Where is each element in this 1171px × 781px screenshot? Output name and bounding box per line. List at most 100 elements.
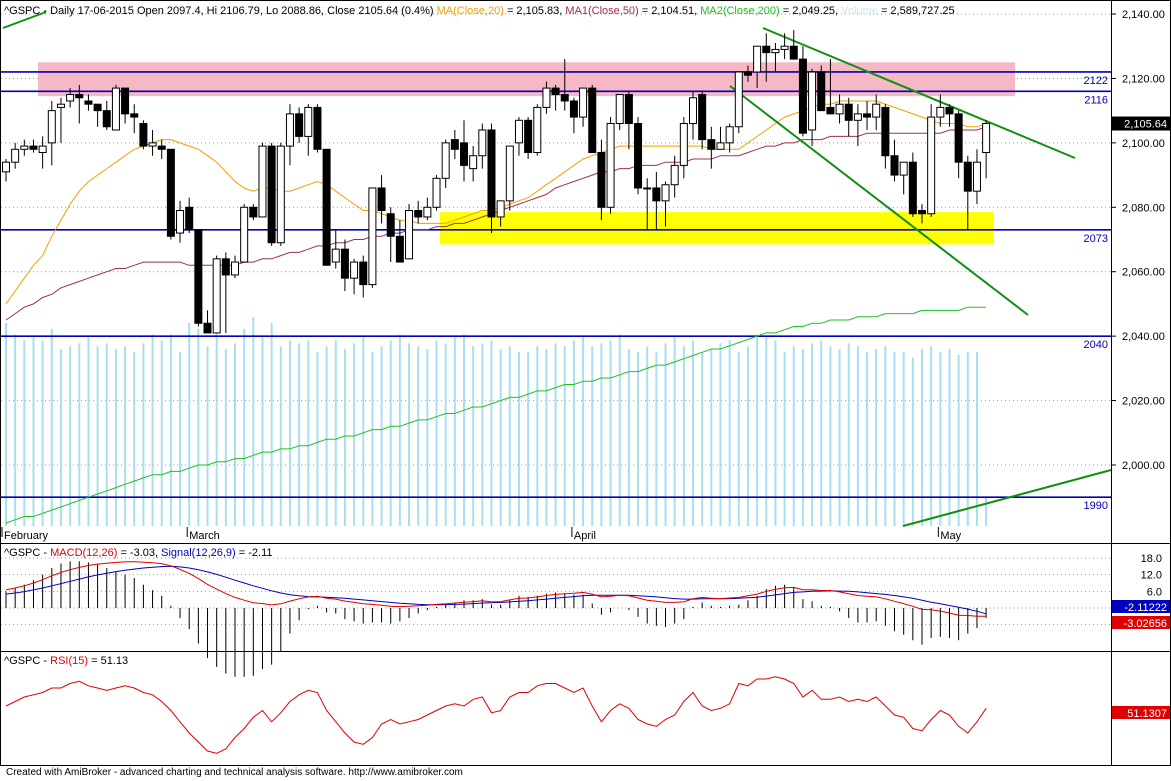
candle: [75, 84, 84, 124]
candle: [130, 104, 139, 134]
candle: [579, 87, 588, 127]
volume-bar: [847, 343, 850, 526]
candle: [643, 178, 652, 230]
candle: [844, 97, 853, 137]
candle: [221, 252, 230, 333]
volume-bar: [96, 346, 99, 526]
candle-body-up: [853, 113, 862, 121]
volume-bar: [710, 349, 713, 526]
volume-bar: [69, 346, 72, 526]
candle: [93, 103, 102, 127]
candle-body-down: [652, 187, 661, 202]
candle-body-down: [817, 71, 826, 112]
volume-bar: [124, 346, 127, 526]
candle-body-down: [908, 161, 917, 215]
candle: [963, 155, 972, 230]
candle-body-down: [340, 248, 349, 279]
volume-bar: [866, 352, 869, 526]
volume-bar: [692, 340, 694, 526]
candle-body-down: [597, 152, 606, 208]
candle: [285, 104, 294, 166]
candle: [936, 94, 945, 127]
volume-bar: [472, 346, 475, 526]
volume-bar: [682, 346, 685, 526]
candle-body-up: [240, 206, 249, 263]
candle: [377, 175, 386, 224]
candle-body-down: [93, 103, 102, 112]
candle-body-up: [872, 103, 881, 118]
candle: [707, 126, 716, 169]
volume-bar: [618, 334, 621, 526]
candle: [148, 129, 157, 156]
candle: [405, 204, 414, 260]
candle-body-up: [47, 110, 56, 144]
candle-body-up: [679, 123, 688, 166]
candle: [872, 94, 881, 130]
candle: [597, 139, 606, 221]
volume-bar: [746, 346, 749, 526]
candle: [450, 129, 459, 159]
volume-bar: [820, 340, 823, 526]
volume-bar: [179, 352, 182, 526]
candle: [395, 220, 404, 263]
candle-body-down: [84, 100, 93, 105]
candle: [295, 107, 304, 143]
candle: [267, 142, 276, 246]
candle-body-down: [102, 110, 111, 128]
volume-bar: [261, 337, 264, 526]
rsi-value-label: 51.1307: [1127, 708, 1167, 720]
candle: [423, 197, 432, 221]
macd-gridlines: [1, 557, 1111, 626]
rsi-line: [5, 676, 987, 754]
candle-body-down: [139, 123, 148, 147]
macd-tick-label: 12.0: [1141, 570, 1162, 582]
candle-body-down: [624, 94, 633, 125]
candle-body-up: [11, 148, 20, 163]
candle-body-down: [194, 229, 203, 324]
month-label: March: [189, 530, 220, 542]
candle: [414, 200, 423, 224]
volume-bar: [243, 328, 246, 526]
volume-bar: [463, 334, 465, 526]
candle-body-up: [982, 123, 991, 154]
candle: [441, 139, 450, 188]
volume-bar: [453, 337, 456, 526]
candle-body-down: [377, 187, 386, 212]
candle: [982, 120, 991, 179]
volume-bar: [188, 323, 191, 526]
volume-bar: [252, 317, 255, 526]
candle: [313, 104, 322, 153]
ma200-line: [5, 306, 987, 524]
candle-body-down: [551, 87, 560, 96]
candle-body-up: [2, 161, 10, 173]
candle-body-down: [185, 206, 194, 231]
candle: [524, 117, 533, 159]
candle: [212, 255, 221, 334]
volume-bar: [627, 349, 630, 526]
candle: [835, 94, 844, 124]
candle: [881, 104, 890, 169]
candle: [478, 123, 487, 169]
candle-body-down: [707, 139, 716, 150]
volume-bar: [408, 343, 411, 526]
volume-bar: [875, 349, 878, 526]
candle: [111, 84, 120, 131]
volume-bar: [801, 349, 804, 526]
candle-body-down: [487, 129, 496, 218]
candle-body-up: [899, 161, 908, 176]
volume-bar: [527, 352, 530, 526]
candle-body-up: [936, 106, 945, 118]
candle-body-up: [689, 97, 697, 125]
footer-credit: Created with AmiBroker - advanced charti…: [6, 767, 463, 778]
candle: [505, 145, 514, 211]
volume-bar: [930, 346, 933, 526]
candle-body-up: [350, 261, 359, 279]
candle-body-up: [20, 145, 29, 150]
candle-body-up: [780, 45, 789, 50]
candle-body-down: [844, 103, 853, 121]
candle: [954, 110, 963, 179]
candle: [258, 142, 267, 218]
candle-body-up: [716, 142, 725, 150]
candle-body-down: [75, 94, 84, 99]
volume-bar: [517, 352, 520, 526]
